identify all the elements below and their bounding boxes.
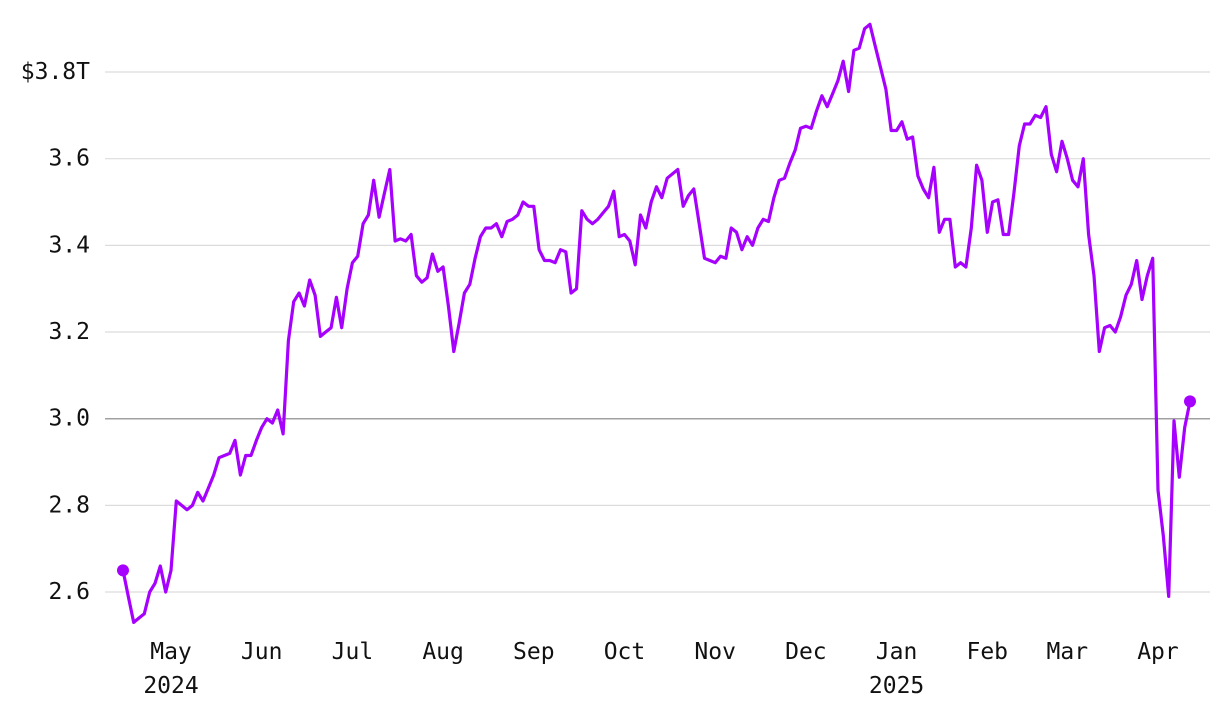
y-tick-label: 2.8 [48, 492, 90, 518]
x-tick-label: Dec [785, 639, 827, 665]
y-tick-label: 3.4 [48, 232, 90, 258]
x-tick-label: May 2024 [143, 639, 198, 699]
y-tick-label: 2.6 [48, 579, 90, 605]
endpoint-marker [1184, 395, 1196, 408]
x-tick-label: Jan 2025 [869, 639, 924, 699]
x-tick-label: Oct [604, 639, 646, 665]
x-tick-label: Jul [332, 639, 374, 665]
x-tick-label: Feb [966, 639, 1008, 665]
x-tick-label: Jun [241, 639, 283, 665]
x-tick-label: Mar [1047, 639, 1089, 665]
x-tick-label: Aug [422, 639, 464, 665]
x-tick-label: Sep [513, 639, 555, 665]
y-tick-label: 3.0 [48, 405, 90, 431]
x-tick-label: Nov [694, 639, 736, 665]
endpoint-marker [117, 564, 129, 577]
y-tick-label: 3.6 [48, 145, 90, 171]
data-line [121, 22, 1192, 624]
x-tick-label: Apr [1137, 639, 1179, 665]
y-tick-label: 3.2 [48, 319, 90, 345]
y-tick-label: $3.8T [21, 59, 90, 85]
